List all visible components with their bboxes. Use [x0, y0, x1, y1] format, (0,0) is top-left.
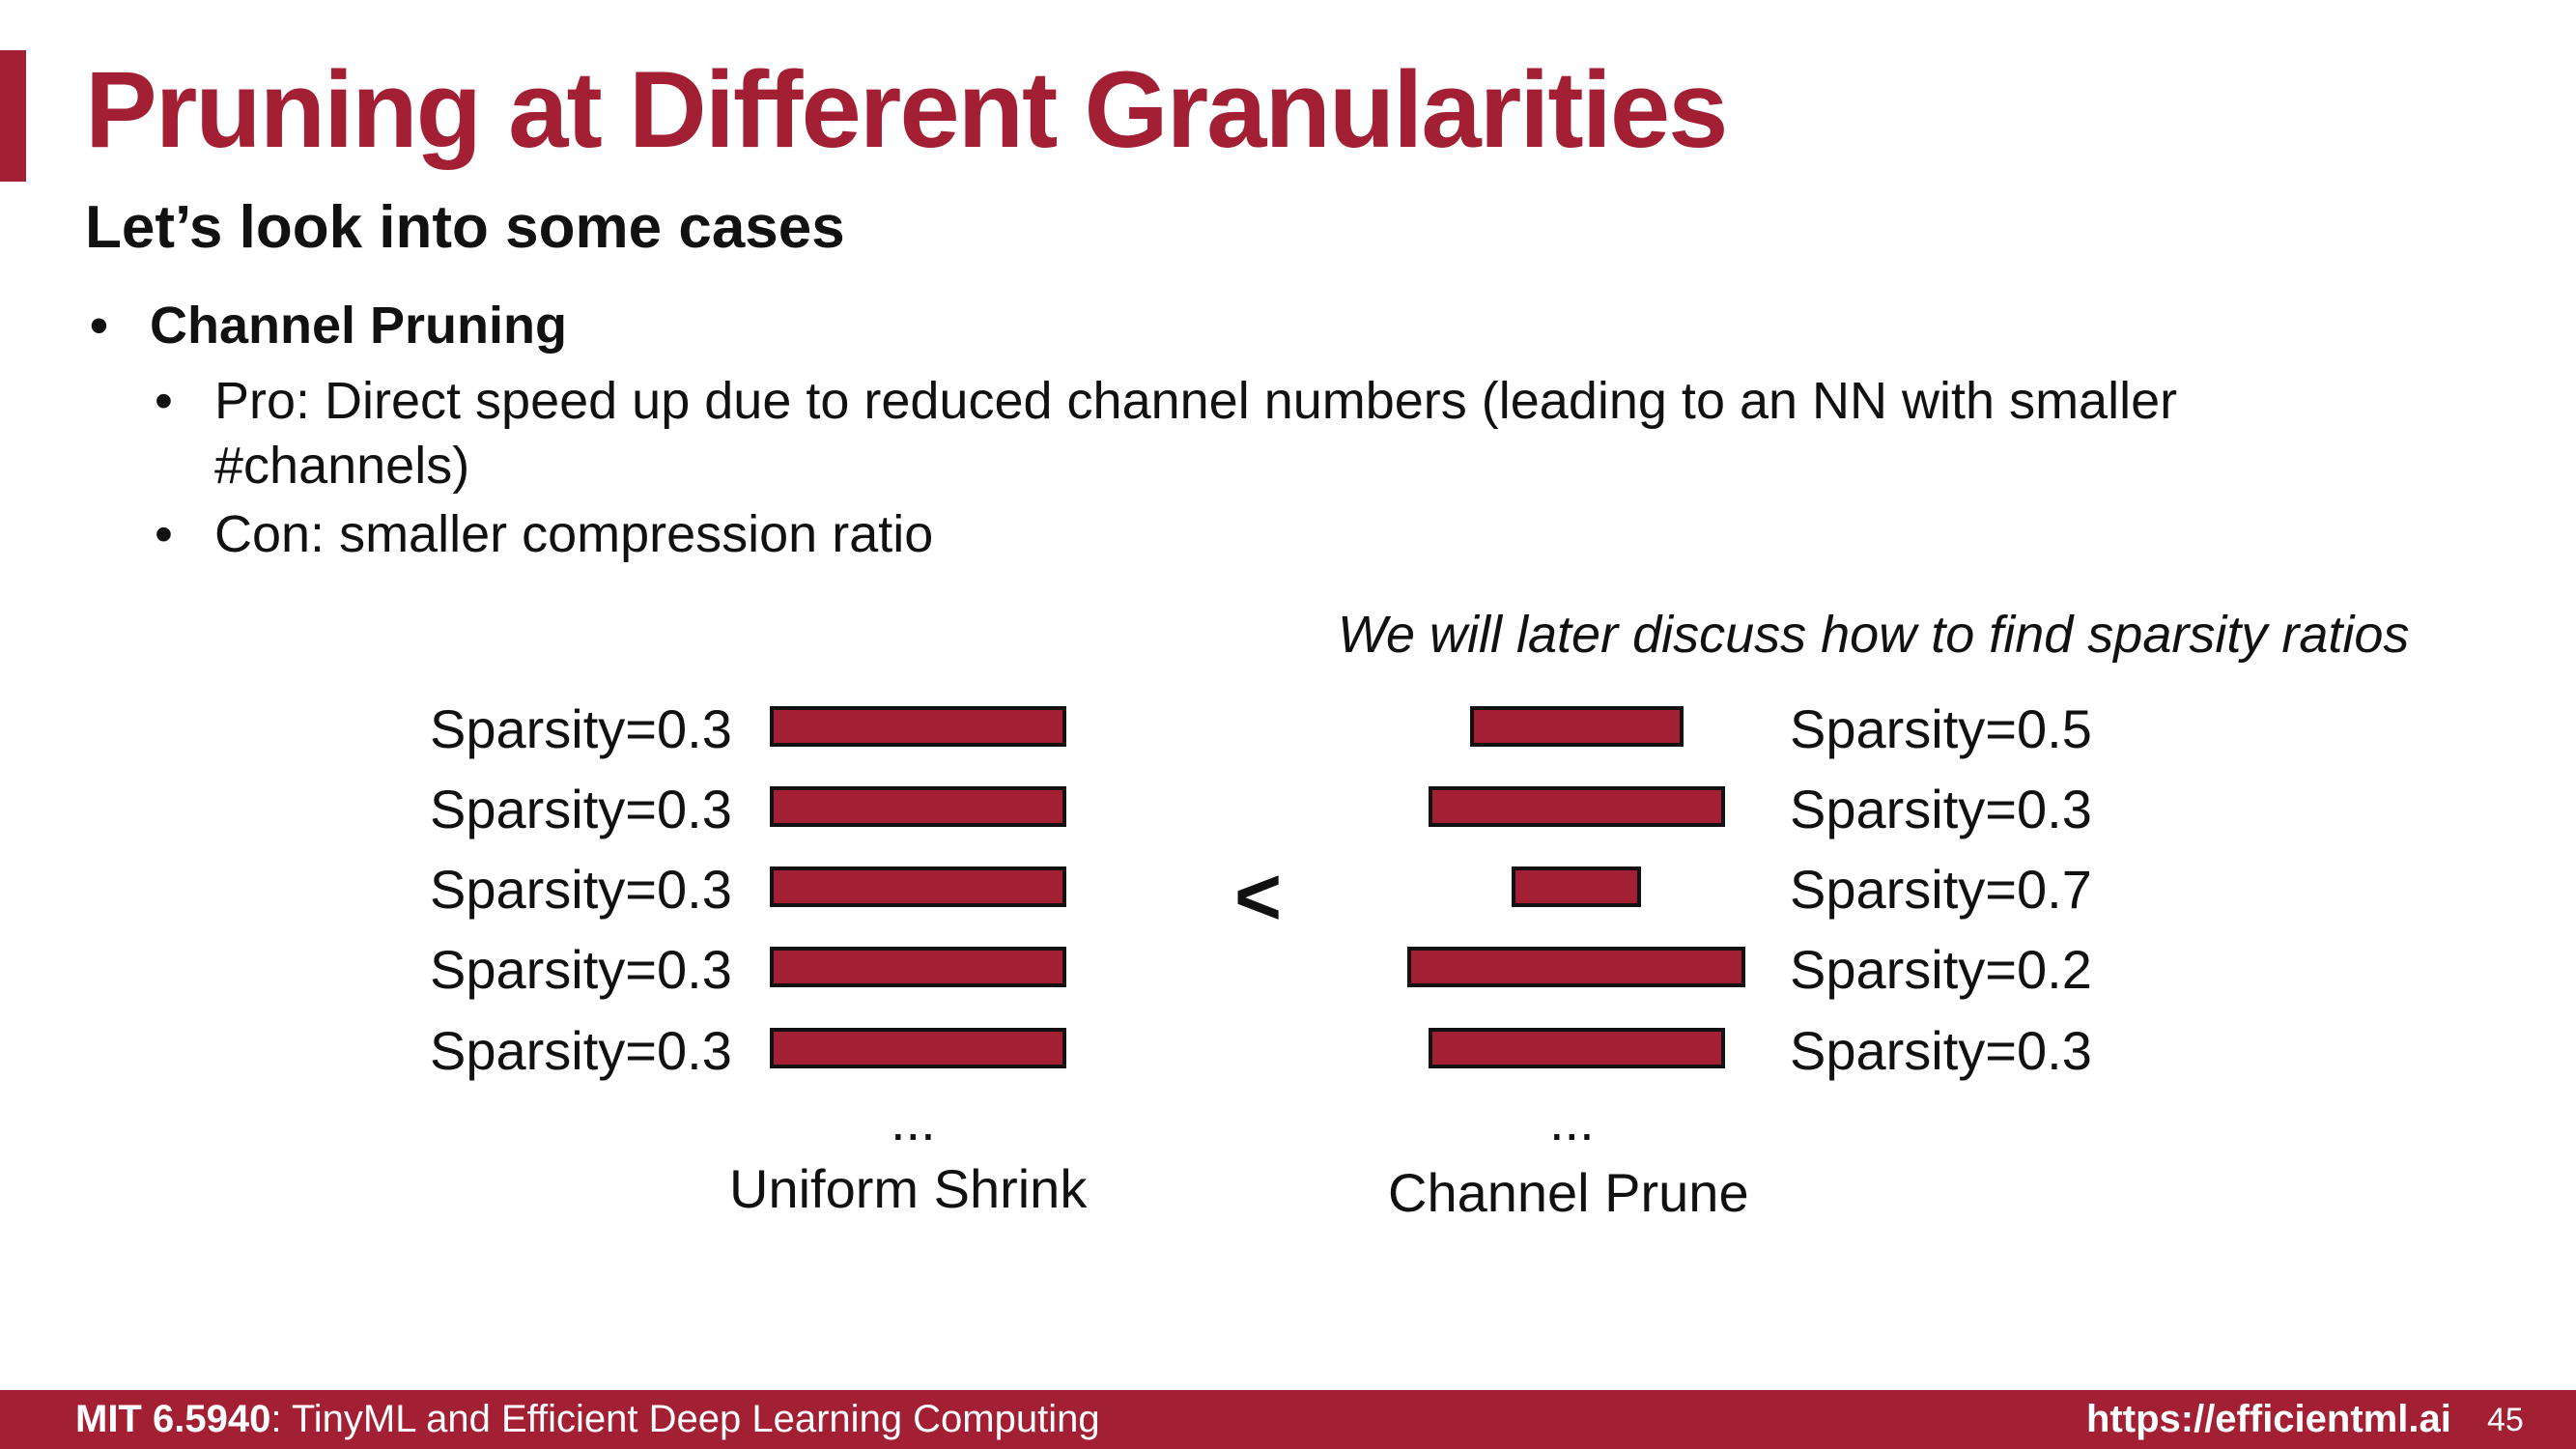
- uniform-bar: [770, 786, 1066, 827]
- bullet-pro-line2: #channels): [214, 437, 470, 495]
- slide-subtitle: Let’s look into some cases: [85, 194, 845, 261]
- uniform-label: Sparsity=0.3: [430, 1020, 732, 1081]
- channel-label: Sparsity=0.3: [1790, 779, 2092, 839]
- channel-label: Sparsity=0.7: [1790, 859, 2092, 920]
- sparsity-note: We will later discuss how to find sparsi…: [1338, 606, 2410, 664]
- bullet-text: Channel Pruning: [150, 297, 567, 355]
- channel-bar: [1429, 786, 1725, 827]
- bullet-pro-line1: Pro: Direct speed up due to reduced chan…: [214, 372, 2178, 430]
- bullet-dot: •: [155, 505, 173, 563]
- channel-label: Sparsity=0.3: [1790, 1020, 2092, 1081]
- title-accent-bar: [0, 50, 26, 182]
- channel-label: Sparsity=0.2: [1790, 939, 2092, 1000]
- channel-bar: [1407, 947, 1745, 987]
- less-than-symbol: <: [1234, 851, 1283, 942]
- bullet-text: Con: smaller compression ratio: [214, 505, 934, 563]
- channel-bar: [1470, 706, 1684, 747]
- bullet-dot: •: [155, 372, 173, 430]
- uniform-ellipsis: ...: [891, 1091, 936, 1151]
- uniform-bar: [770, 867, 1066, 907]
- channel-ellipsis: ...: [1549, 1091, 1595, 1151]
- slide-title: Pruning at Different Granularities: [85, 49, 1728, 170]
- uniform-label: Sparsity=0.3: [430, 939, 732, 1000]
- uniform-bar: [770, 1028, 1066, 1068]
- footer-course-code: MIT 6.5940: [75, 1398, 271, 1440]
- channel-bar: [1429, 1028, 1725, 1068]
- footer-course-name: : TinyML and Efficient Deep Learning Com…: [270, 1398, 1100, 1440]
- uniform-bar: [770, 706, 1066, 747]
- uniform-caption: Uniform Shrink: [729, 1158, 1088, 1219]
- bullet-con: • Con: smaller compression ratio: [155, 504, 934, 564]
- footer-course: MIT 6.5940: TinyML and Efficient Deep Le…: [75, 1398, 1100, 1441]
- bullet-pro: • Pro: Direct speed up due to reduced ch…: [155, 369, 2178, 498]
- footer-bar: MIT 6.5940: TinyML and Efficient Deep Le…: [0, 1390, 2576, 1449]
- footer-url-link[interactable]: https://efficientml.ai: [2086, 1398, 2451, 1440]
- channel-caption: Channel Prune: [1388, 1162, 1749, 1223]
- uniform-label: Sparsity=0.3: [430, 859, 732, 920]
- channel-label: Sparsity=0.5: [1790, 698, 2092, 759]
- uniform-label: Sparsity=0.3: [430, 698, 732, 759]
- bullet-channel-pruning: • Channel Pruning: [90, 296, 567, 355]
- uniform-label: Sparsity=0.3: [430, 779, 732, 839]
- uniform-bar: [770, 947, 1066, 987]
- channel-bar: [1512, 867, 1641, 907]
- page-number: 45: [2487, 1402, 2524, 1438]
- bullet-dot: •: [90, 297, 108, 355]
